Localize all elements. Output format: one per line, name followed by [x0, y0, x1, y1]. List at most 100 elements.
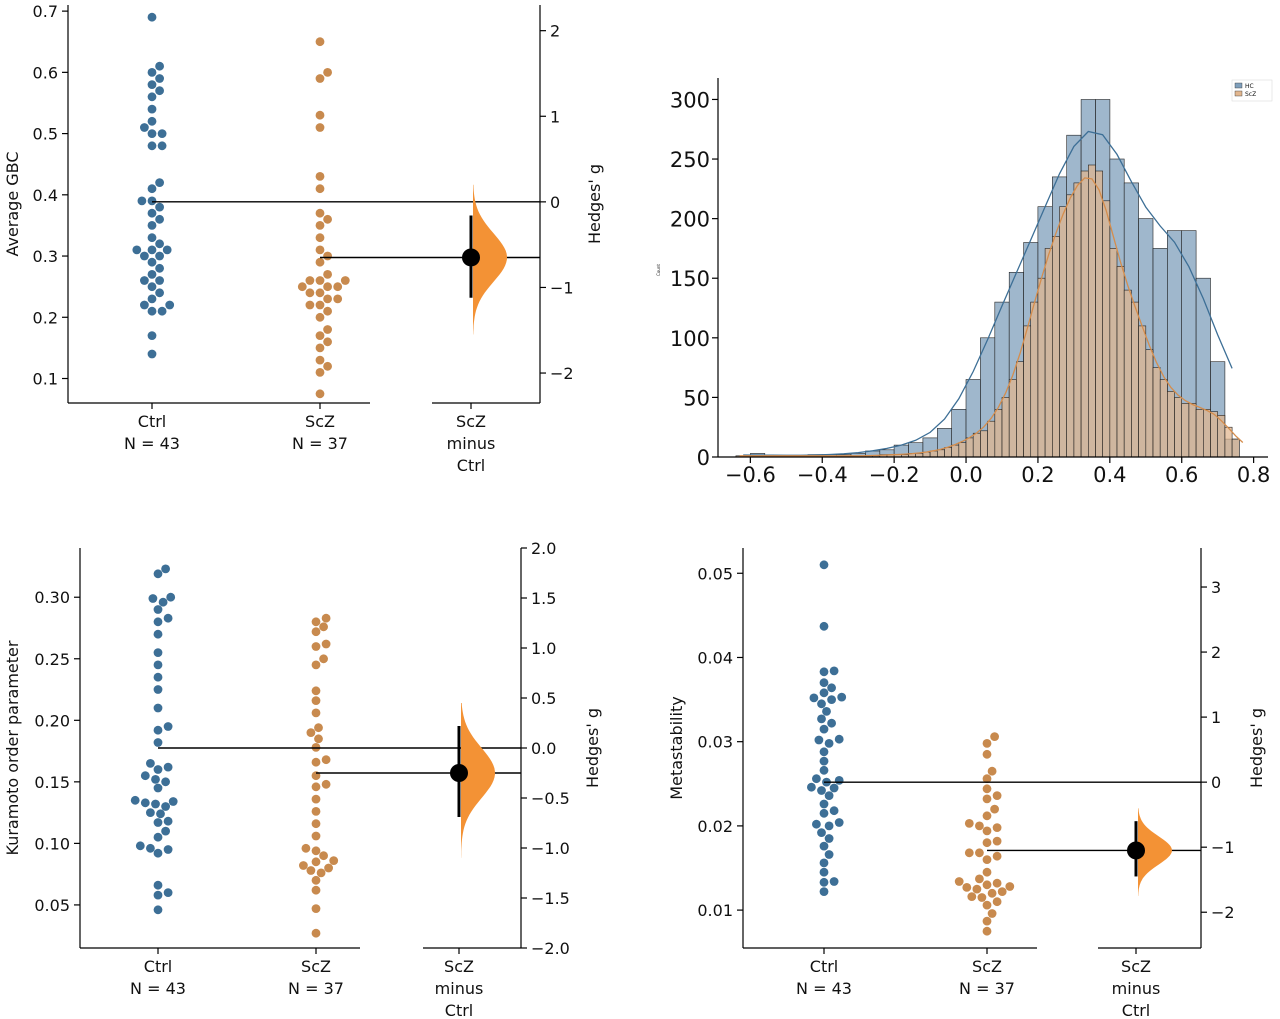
scz-point	[972, 884, 982, 894]
y-tick-label: 0.05	[697, 564, 733, 583]
ctrl-point	[834, 818, 844, 827]
ctrl-point	[168, 797, 178, 806]
ctrl-point	[817, 786, 826, 795]
ctrl-point	[147, 104, 157, 114]
y-tick-label: 0.1	[33, 370, 58, 389]
ctrl-point	[819, 887, 829, 896]
scz-point	[306, 866, 316, 875]
ctrl-point	[819, 747, 829, 757]
scz-bar	[1181, 403, 1190, 458]
ctrl-point	[834, 776, 844, 785]
group-label: Ctrl	[144, 957, 172, 976]
scz-point	[987, 888, 997, 898]
ctrl-point	[819, 858, 829, 868]
ctrl-point	[809, 693, 819, 703]
ctrl-point	[153, 648, 163, 657]
scz-point	[311, 875, 321, 885]
y2-tick-label: −1	[1211, 838, 1235, 857]
scz-point	[311, 757, 321, 767]
scz-point	[333, 294, 343, 304]
ctrl-point	[827, 718, 836, 728]
y-tick-label: 0.10	[34, 834, 70, 853]
ctrl-point	[157, 129, 167, 139]
ctrl-point	[147, 221, 157, 230]
scz-point	[982, 880, 992, 890]
ctrl-point	[161, 802, 171, 811]
scz-point	[319, 622, 328, 632]
histogram-plot: 0 50 100 150 200 250 300 −0.6 −0.4 −0.2 0.0 0.2 0.4 0…	[656, 78, 1273, 487]
scz-point	[311, 794, 321, 804]
y2-tick-label: 3	[1211, 578, 1221, 597]
effect-label: Ctrl	[457, 456, 485, 475]
scz-point	[992, 823, 1002, 832]
gbc-estimation-plot: 0.1 0.2 0.3 0.4 0.5 0.6 0.7 Average GBC −2 −1 0 1 2 H…	[3, 2, 604, 475]
ctrl-point	[147, 196, 157, 206]
scz-point	[992, 836, 1002, 846]
scz-point	[311, 807, 321, 816]
ctrl-point	[812, 819, 821, 829]
scz-bar	[980, 430, 988, 458]
ctrl-point	[153, 629, 163, 639]
scz-bar	[1167, 391, 1175, 458]
scz-bar	[1188, 403, 1197, 458]
y2-axis-label: Hedges' g	[1247, 708, 1266, 788]
scz-point	[323, 306, 332, 316]
scz-point	[315, 343, 325, 353]
ctrl-point	[147, 184, 157, 194]
ctrl-point	[148, 594, 158, 603]
ctrl-point	[824, 821, 834, 831]
group-n-label: N = 37	[288, 979, 344, 998]
ctrl-point	[155, 86, 165, 96]
scz-point	[315, 245, 325, 255]
scz-kde-line	[739, 177, 1244, 457]
scz-point	[315, 123, 325, 132]
ctrl-point	[807, 782, 816, 792]
scz-bar	[1210, 411, 1218, 458]
ctrl-point	[155, 276, 165, 285]
ctrl-point	[157, 306, 167, 316]
ctrl-point	[819, 756, 829, 766]
y-tick-label: 100	[670, 327, 710, 351]
scz-point	[964, 819, 974, 828]
scz-point	[954, 877, 964, 886]
scz-point	[329, 856, 339, 865]
ctrl-point	[819, 877, 829, 887]
x-tick-label: −0.6	[725, 463, 776, 487]
y2-tick-label: 1.5	[531, 589, 556, 608]
y-tick-label: 0.20	[34, 711, 70, 730]
scz-bar	[1001, 397, 1010, 458]
scz-point	[311, 686, 321, 696]
ctrl-point	[153, 725, 163, 735]
scz-point	[311, 782, 321, 792]
scz-point	[982, 811, 992, 821]
scz-point	[311, 627, 321, 637]
ctrl-point	[155, 74, 165, 83]
scz-point	[315, 257, 325, 267]
y-tick-label: 0.04	[697, 648, 733, 667]
y-tick-label: 0.3	[33, 247, 58, 266]
ctrl-point	[140, 251, 149, 261]
y-tick-label: 150	[670, 267, 710, 291]
scz-point	[311, 904, 321, 913]
scz-point	[321, 613, 331, 623]
ctrl-point	[166, 592, 176, 602]
ctrl-point	[827, 683, 836, 693]
y2-tick-label: 0	[550, 193, 560, 212]
ctrl-point	[829, 806, 839, 816]
ctrl-point	[163, 888, 173, 897]
ctrl-point	[819, 724, 829, 734]
scz-point	[315, 233, 325, 243]
scz-point	[964, 848, 974, 858]
scz-point	[982, 739, 992, 748]
scz-point	[992, 791, 1002, 800]
ctrl-point	[147, 270, 157, 279]
ctrl-point	[829, 877, 839, 886]
ctrl-point	[155, 239, 165, 249]
ctrl-point	[147, 68, 157, 77]
ctrl-point	[137, 196, 147, 206]
ctrl-point	[158, 597, 168, 607]
scz-point	[987, 909, 997, 918]
ctrl-point	[834, 734, 844, 744]
ctrl-point	[151, 799, 160, 809]
y-tick-label: 0.01	[697, 901, 733, 920]
